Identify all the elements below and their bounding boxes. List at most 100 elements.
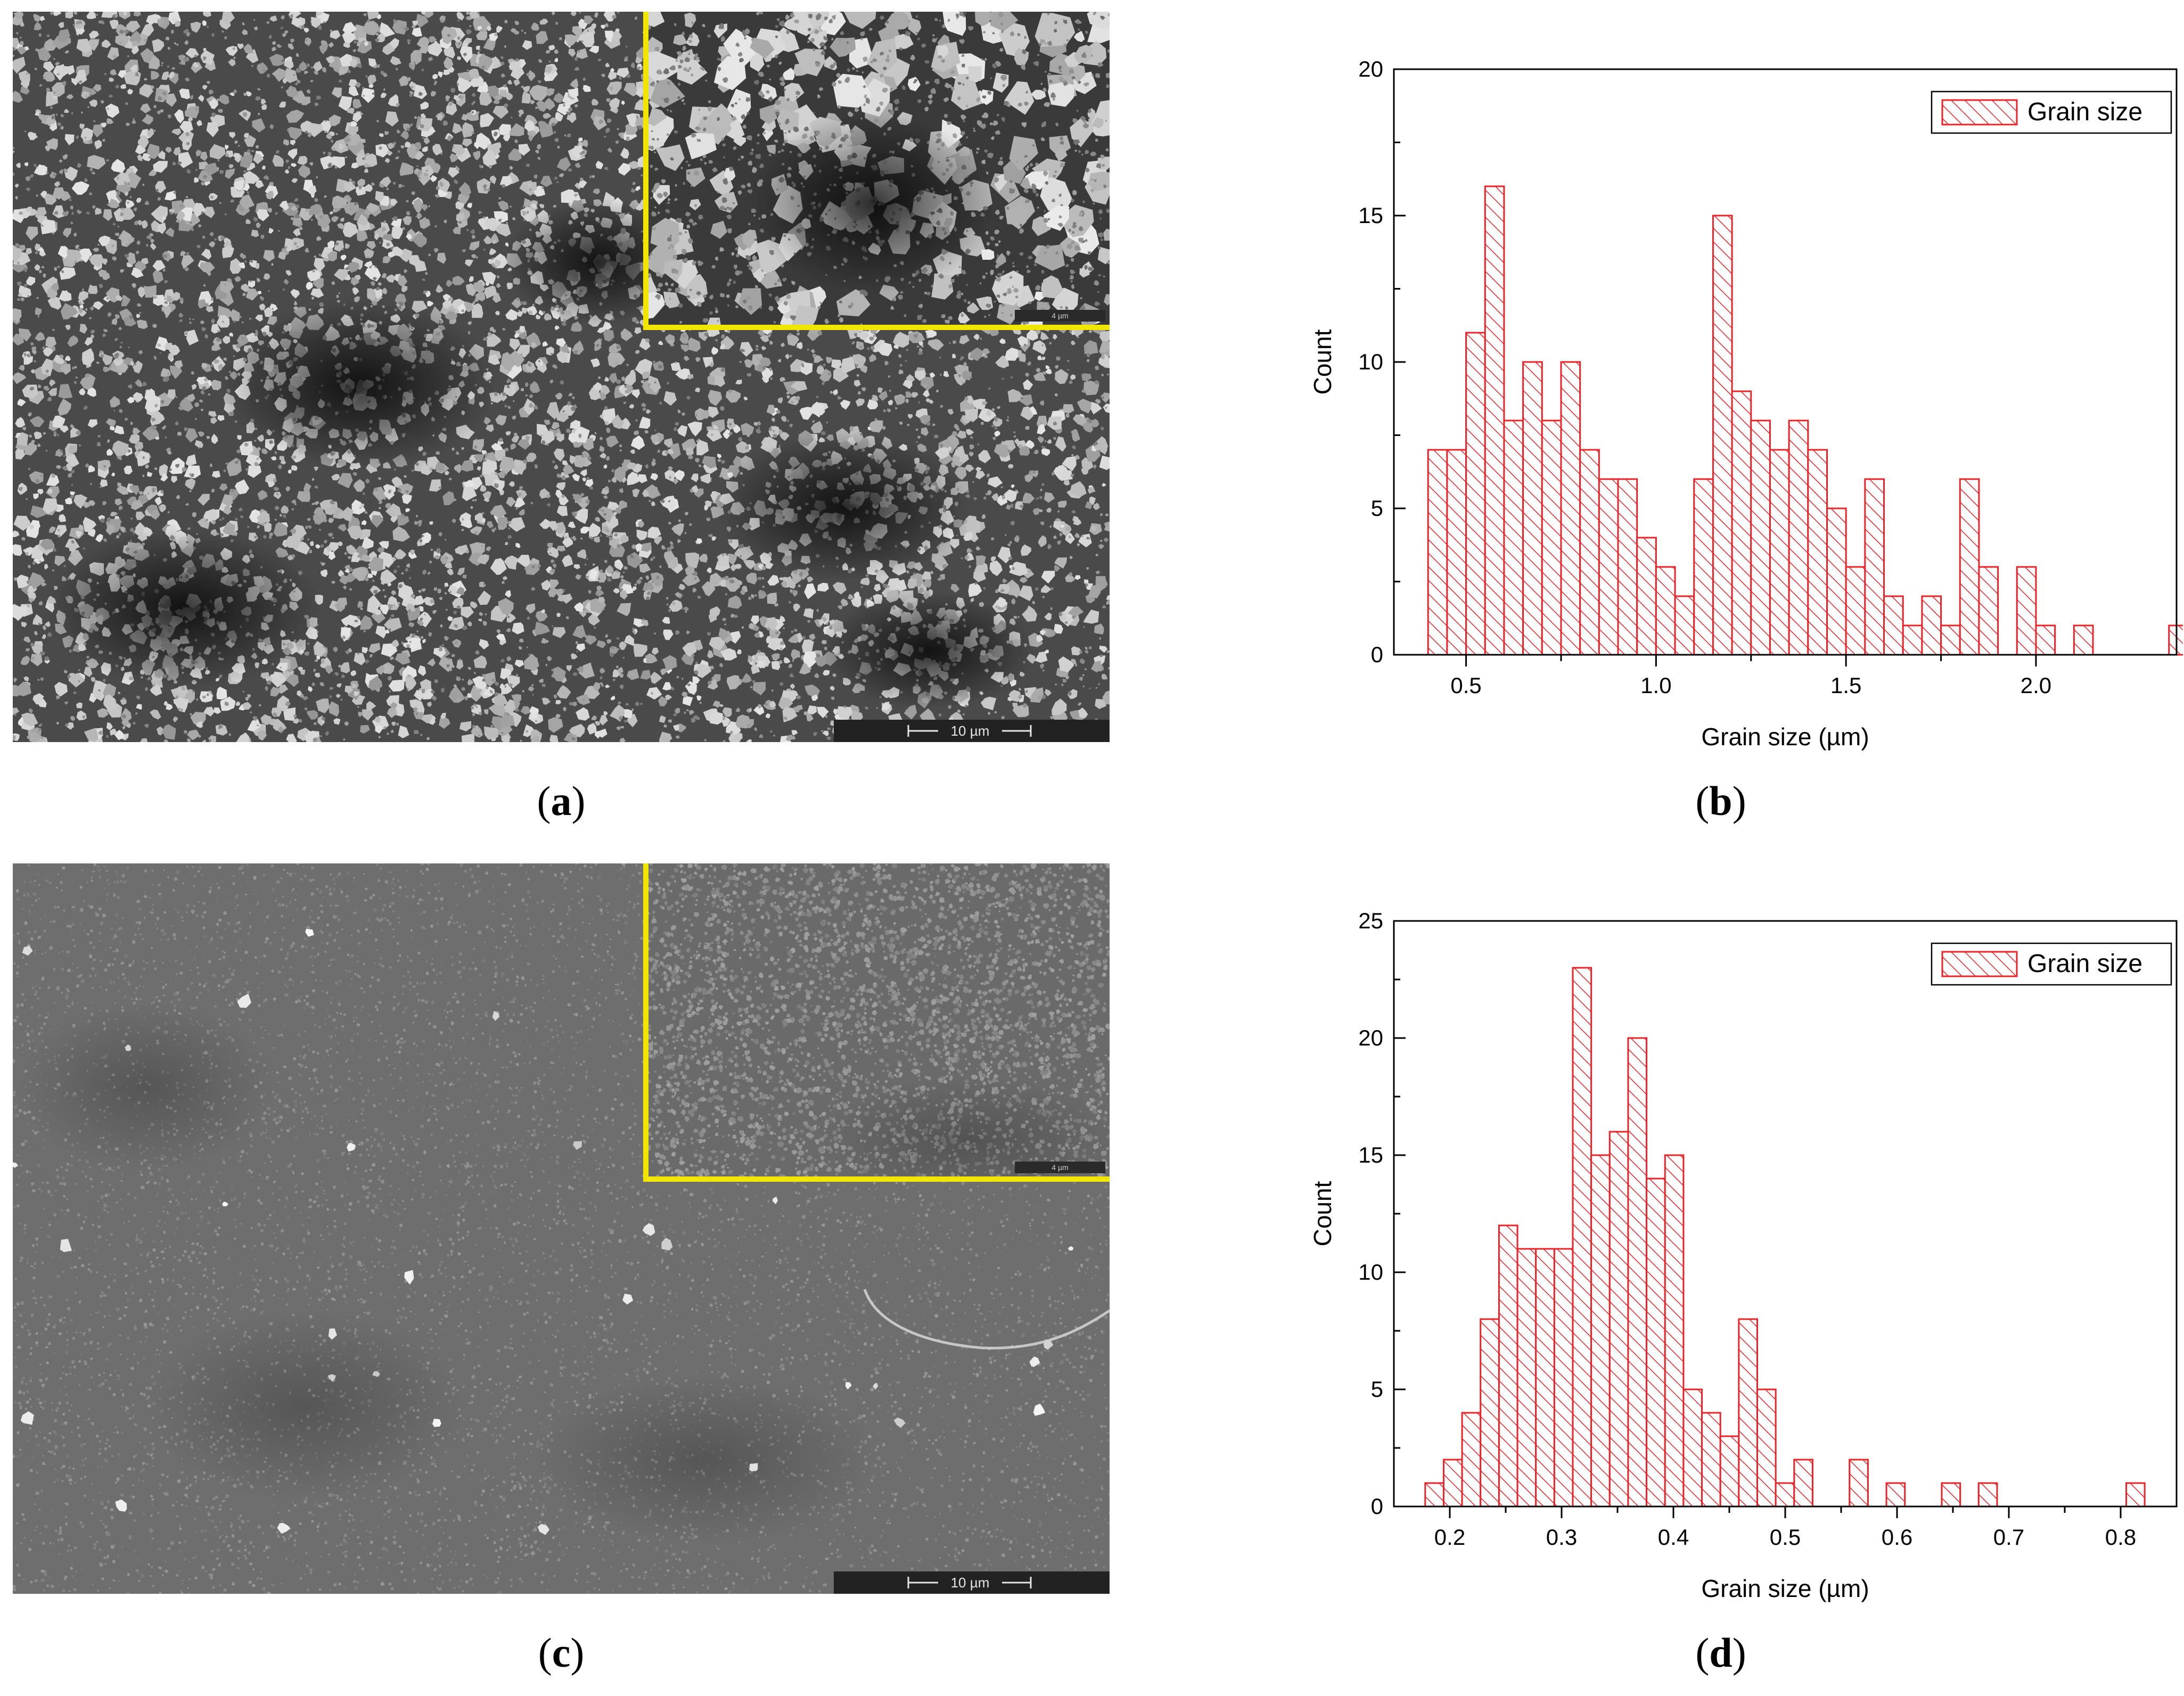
histogram-bar [1674, 595, 1695, 656]
histogram-bar [1480, 1318, 1500, 1508]
x-tick-label: 0.3 [1546, 1525, 1577, 1550]
y-tick-label: 0 [1371, 1494, 1383, 1519]
histogram-bar [1940, 624, 1961, 656]
histogram-bar [1731, 390, 1752, 656]
inset-scale-label-c: 4 µm [1052, 1163, 1068, 1172]
legend-swatch [1941, 99, 2018, 126]
inset-image-a: 4 µm [643, 12, 1110, 330]
sem-image-a: 4 µm 10 µm [13, 12, 1110, 742]
histogram-d: 0 5 10 15 20 25 0.2 0.3 0.4 0.5 0.6 0.7 0.8 Grain siz… [1299, 910, 2183, 1613]
histogram-bar [1902, 624, 1923, 656]
x-tick-label: 0.6 [1882, 1525, 1912, 1550]
caption-c: (c) [538, 1629, 585, 1677]
histogram-bar [1446, 449, 1467, 656]
histogram-bar [1535, 1248, 1555, 1508]
histogram-bar [1793, 1459, 1813, 1508]
histogram-bar [1465, 332, 1486, 656]
histogram-bar [1572, 967, 1592, 1508]
histogram-bar [1807, 449, 1828, 656]
x-tick-label: 0.4 [1658, 1525, 1689, 1550]
histogram-bar [1712, 215, 1733, 656]
histogram-bar [1738, 1318, 1758, 1508]
y-tick-label: 10 [1358, 1259, 1383, 1285]
histogram-bar [1826, 507, 1847, 656]
inset-scalebar-c: 4 µm [1015, 1162, 1105, 1173]
y-tick-label: 0 [1371, 642, 1383, 667]
histogram-bar [1750, 419, 1771, 656]
scale-label-c: 10 µm [938, 1575, 1002, 1591]
histogram-bar [1756, 1388, 1777, 1508]
histogram-bar [1883, 595, 1904, 656]
histogram-bar [1719, 1435, 1740, 1508]
histogram-bar [1885, 1482, 1906, 1508]
y-tick-label: 20 [1358, 59, 1383, 81]
histogram-bar [1977, 1482, 1998, 1508]
legend-label: Grain size [2027, 98, 2142, 126]
caption-a: (a) [537, 777, 586, 825]
legend: Grain size [1931, 942, 2172, 986]
histogram-bar [2073, 624, 2094, 656]
y-tick-label: 5 [1371, 496, 1383, 521]
histogram-bar [1553, 1248, 1574, 1508]
y-axis-label: Count [1309, 329, 1336, 394]
x-tick-label: 0.8 [2105, 1525, 2136, 1550]
histogram-b-svg: 0 5 10 15 20 0.5 1.0 1.5 2.0 Grain size (µm) Count… [1309, 59, 2183, 751]
caption-b: (b) [1695, 777, 1746, 825]
histogram-bar [2125, 1482, 2146, 1508]
histogram-bar [1693, 478, 1714, 656]
histogram-bar [1590, 1154, 1611, 1508]
y-tick-label: 10 [1358, 349, 1383, 374]
histogram-d-svg: 0 5 10 15 20 25 0.2 0.3 0.4 0.5 0.6 0.7 0.8 Grain siz… [1309, 910, 2178, 1602]
histogram-bar [1978, 566, 1999, 656]
y-tick-label: 25 [1358, 910, 1383, 933]
histogram-bar [1617, 478, 1638, 656]
y-tick-label: 20 [1358, 1025, 1383, 1050]
x-tick-label: 1.0 [1640, 673, 1671, 698]
caption-d-letter: d [1709, 1629, 1732, 1676]
x-tick-label: 0.5 [1450, 673, 1481, 698]
histogram-bar [1522, 361, 1543, 656]
histogram-bar [1461, 1412, 1482, 1508]
x-tick-label: 0.5 [1770, 1525, 1801, 1550]
y-tick-label: 15 [1358, 1142, 1383, 1167]
histogram-bar [1427, 449, 1448, 656]
x-tick-label: 0.7 [1993, 1525, 2024, 1550]
histogram-bar [1579, 449, 1600, 656]
histogram-bar [1560, 361, 1581, 656]
histogram-bar [1424, 1482, 1444, 1508]
histogram-bar [1498, 1224, 1518, 1508]
histogram-bar [1646, 1178, 1666, 1508]
histogram-bar [1503, 419, 1524, 656]
histogram-bar [1442, 1459, 1463, 1508]
inset-scale-label-a: 4 µm [1052, 311, 1068, 320]
histogram-bar [1516, 1248, 1537, 1508]
histogram-b: 0 5 10 15 20 0.5 1.0 1.5 2.0 Grain size (µm) Count… [1299, 59, 2183, 761]
histogram-bar [2035, 624, 2056, 656]
inset-image-c: 4 µm [643, 863, 1110, 1182]
histogram-bar [1655, 566, 1676, 656]
histogram-bar [1682, 1388, 1703, 1508]
scalebar-c: 10 µm [834, 1571, 1110, 1594]
x-tick-label: 1.5 [1830, 673, 1861, 698]
legend-swatch [1941, 951, 2018, 977]
histogram-bar [1636, 537, 1657, 656]
histogram-bar [1864, 478, 1885, 656]
x-axis-label: Grain size (µm) [1701, 1575, 1869, 1602]
x-tick-label: 0.2 [1434, 1525, 1465, 1550]
histogram-bar [1788, 419, 1809, 656]
x-axis-label: Grain size (µm) [1701, 723, 1869, 751]
histogram-bar [2016, 566, 2037, 656]
y-tick-label: 15 [1358, 203, 1383, 228]
histogram-bar [1608, 1131, 1629, 1508]
histogram-bar [1627, 1037, 1648, 1508]
legend-label: Grain size [2027, 950, 2142, 978]
histogram-bar [1484, 185, 1505, 656]
histogram-bar [1701, 1412, 1721, 1508]
histogram-bar [1598, 478, 1619, 656]
histogram-bar [1769, 449, 1790, 656]
histogram-bar [1845, 566, 1866, 656]
histogram-bar [1849, 1459, 1869, 1508]
y-tick-label: 5 [1371, 1377, 1383, 1402]
x-tick-label: 2.0 [2021, 673, 2051, 698]
inset-scalebar-a: 4 µm [1015, 310, 1105, 322]
